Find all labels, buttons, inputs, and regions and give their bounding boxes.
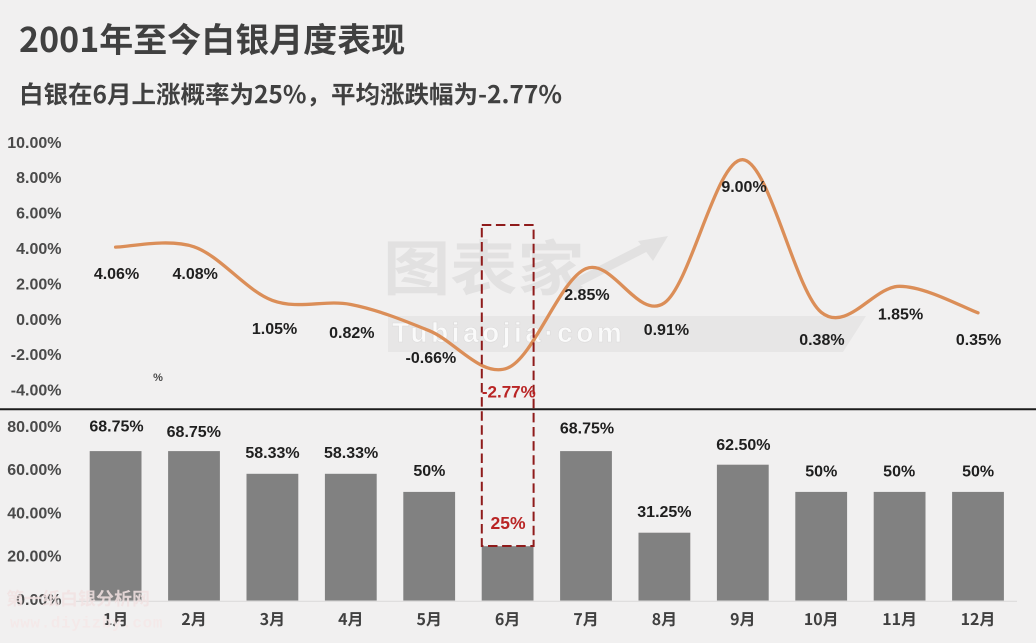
svg-text:60.00%: 60.00% xyxy=(7,462,61,479)
svg-text:2.85%: 2.85% xyxy=(564,287,609,304)
svg-text:-4.00%: -4.00% xyxy=(11,383,62,400)
svg-text:68.75%: 68.75% xyxy=(167,424,221,441)
svg-text:6.00%: 6.00% xyxy=(16,206,61,223)
svg-text:68.75%: 68.75% xyxy=(89,419,143,436)
svg-text:25%: 25% xyxy=(490,513,525,533)
svg-text:-2.00%: -2.00% xyxy=(11,347,62,364)
svg-text:4.08%: 4.08% xyxy=(173,266,218,283)
svg-text:2.00%: 2.00% xyxy=(16,276,61,293)
svg-text:8.00%: 8.00% xyxy=(16,170,61,187)
svg-text:0.00%: 0.00% xyxy=(16,312,61,329)
svg-text:50%: 50% xyxy=(883,463,915,480)
svg-text:0.91%: 0.91% xyxy=(644,322,689,339)
svg-text:www.diyizby.com: www.diyizby.com xyxy=(10,615,163,633)
svg-text:0.82%: 0.82% xyxy=(329,325,374,342)
svg-text:50%: 50% xyxy=(962,463,994,480)
svg-text:%: % xyxy=(153,372,163,384)
svg-text:58.33%: 58.33% xyxy=(324,445,378,462)
svg-text:-0.66%: -0.66% xyxy=(406,350,457,367)
svg-text:Tubiaojia·com: Tubiaojia·com xyxy=(392,317,625,348)
svg-text:31.25%: 31.25% xyxy=(637,504,691,521)
svg-text:4.06%: 4.06% xyxy=(94,266,139,283)
svg-text:40.00%: 40.00% xyxy=(7,505,61,522)
svg-text:-2.77%: -2.77% xyxy=(482,382,536,401)
svg-text:68.75%: 68.75% xyxy=(560,420,614,437)
svg-text:50%: 50% xyxy=(413,463,445,480)
svg-text:4.00%: 4.00% xyxy=(16,241,61,258)
svg-text:62.50%: 62.50% xyxy=(716,437,770,454)
svg-text:1.05%: 1.05% xyxy=(252,321,297,338)
svg-text:0.38%: 0.38% xyxy=(799,332,844,349)
svg-text:10.00%: 10.00% xyxy=(7,135,61,152)
svg-text:1.85%: 1.85% xyxy=(878,306,923,323)
svg-text:0.35%: 0.35% xyxy=(956,332,1001,349)
svg-text:9.00%: 9.00% xyxy=(721,179,766,196)
svg-text:80.00%: 80.00% xyxy=(7,419,61,436)
svg-text:20.00%: 20.00% xyxy=(7,549,61,566)
svg-text:50%: 50% xyxy=(805,463,837,480)
svg-text:58.33%: 58.33% xyxy=(245,445,299,462)
